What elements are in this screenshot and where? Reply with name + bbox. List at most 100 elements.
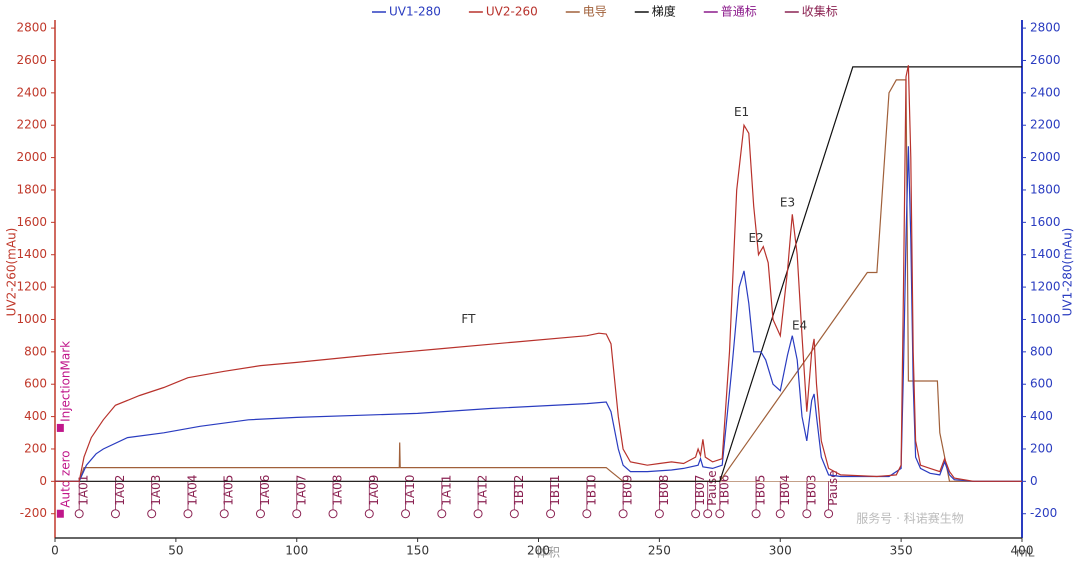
series-line	[55, 65, 1022, 482]
y2-tick-label: 1200	[1030, 280, 1061, 294]
x-tick-label: 300	[769, 544, 792, 558]
fraction-mark	[703, 509, 713, 519]
fraction-mark	[292, 509, 302, 519]
fraction-mark	[691, 509, 701, 519]
y-tick-label: 400	[24, 409, 47, 423]
y-tick-label: 1400	[16, 247, 47, 261]
series-line	[55, 79, 1022, 482]
y2-tick-label: 200	[1030, 441, 1053, 455]
x-tick-label: 400	[1011, 544, 1034, 558]
y2-tick-label: 2200	[1030, 118, 1061, 132]
peak-label: FT	[461, 312, 476, 326]
fraction-mark	[802, 509, 812, 519]
y-tick-label: 200	[24, 441, 47, 455]
y2-axis-title: UV1-280(mAu)	[1061, 228, 1075, 317]
y-tick-label: 600	[24, 377, 47, 391]
fraction-label: 1B04	[778, 475, 792, 506]
fraction-mark	[751, 509, 761, 519]
fraction-label: 1B07	[693, 475, 707, 506]
fraction-mark	[147, 509, 157, 519]
y-tick-label: 1200	[16, 280, 47, 294]
fraction-label: 1A11	[439, 475, 453, 506]
fraction-mark	[824, 509, 834, 519]
y2-tick-label: 2600	[1030, 53, 1061, 67]
peak-label: E3	[780, 195, 795, 209]
legend-label: 收集标	[802, 4, 838, 19]
fraction-label: 1A09	[367, 475, 381, 506]
y-tick-label: 2200	[16, 118, 47, 132]
fraction-mark	[364, 509, 374, 519]
y2-tick-label: 0	[1030, 474, 1038, 488]
fraction-label: 1A12	[476, 475, 490, 506]
y2-tick-label: -200	[1030, 506, 1057, 520]
fraction-mark	[582, 509, 592, 519]
fraction-label: 1B06	[717, 475, 731, 506]
x-tick-label: 150	[406, 544, 429, 558]
legend-label: UV2-260	[486, 5, 538, 19]
y2-tick-label: 2000	[1030, 150, 1061, 164]
legend-label: 普通标	[721, 5, 757, 19]
fraction-label: 1A07	[294, 475, 308, 506]
x-axis-title: 体积	[536, 546, 560, 560]
peak-label: E4	[792, 318, 807, 332]
fraction-label: 1B12	[512, 475, 526, 506]
fraction-label: 1B03	[804, 475, 818, 506]
fraction-mark	[509, 509, 519, 519]
x-tick-label: 350	[890, 544, 913, 558]
y-tick-label: -200	[20, 506, 47, 520]
legend-label: UV1-280	[389, 5, 441, 19]
x-tick-label: 250	[648, 544, 671, 558]
fraction-label: 1B08	[657, 475, 671, 506]
series-line	[55, 66, 1022, 482]
y2-tick-label: 800	[1030, 344, 1053, 358]
fraction-label: 1B11	[548, 475, 562, 506]
y-tick-label: 0	[39, 474, 47, 488]
fraction-mark	[473, 509, 483, 519]
fraction-mark	[654, 509, 664, 519]
fraction-mark	[255, 509, 265, 519]
series-line	[55, 146, 1022, 482]
fraction-mark	[775, 509, 785, 519]
fraction-mark	[715, 509, 725, 519]
fraction-label: 1A03	[149, 475, 163, 506]
y-tick-label: 2600	[16, 53, 47, 67]
y-tick-label: 2400	[16, 85, 47, 99]
fraction-label: 1A05	[222, 475, 236, 506]
event-label: Auto zero	[58, 450, 72, 507]
fraction-mark	[328, 509, 338, 519]
peak-label: E2	[748, 231, 763, 245]
fraction-mark	[546, 509, 556, 519]
y-tick-label: 2800	[16, 21, 47, 35]
x-tick-label: 50	[168, 544, 183, 558]
fraction-label: 1A01	[77, 475, 91, 506]
peak-label: E1	[734, 105, 749, 119]
fraction-label: 1A10	[403, 475, 417, 506]
fraction-label: 1A06	[258, 475, 272, 506]
fraction-label: Pause	[826, 470, 840, 505]
fraction-mark	[219, 509, 229, 519]
y2-tick-label: 1000	[1030, 312, 1061, 326]
fraction-mark	[401, 509, 411, 519]
x-tick-label: 100	[285, 544, 308, 558]
fraction-label: 1A04	[185, 475, 199, 506]
event-mark	[56, 509, 64, 518]
fraction-label: 1A02	[113, 475, 127, 506]
x-tick-label: 0	[51, 544, 59, 558]
y2-tick-label: 2400	[1030, 85, 1061, 99]
watermark: 服务号 · 科诺赛生物	[856, 511, 963, 526]
y2-tick-label: 1400	[1030, 247, 1061, 261]
fraction-label: 1B09	[621, 475, 635, 506]
y-tick-label: 1800	[16, 182, 47, 196]
fraction-label: Pause	[705, 470, 719, 505]
fraction-mark	[74, 509, 84, 519]
y2-tick-label: 600	[1030, 377, 1053, 391]
y2-tick-label: 1600	[1030, 215, 1061, 229]
fraction-mark	[618, 509, 628, 519]
x-unit: mL	[1016, 546, 1035, 560]
y-axis-title: UV2-260(mAu)	[5, 228, 19, 317]
fraction-label: 1B05	[754, 475, 768, 506]
y-tick-label: 2000	[16, 150, 47, 164]
y2-tick-label: 1800	[1030, 182, 1061, 196]
event-mark	[56, 423, 64, 432]
